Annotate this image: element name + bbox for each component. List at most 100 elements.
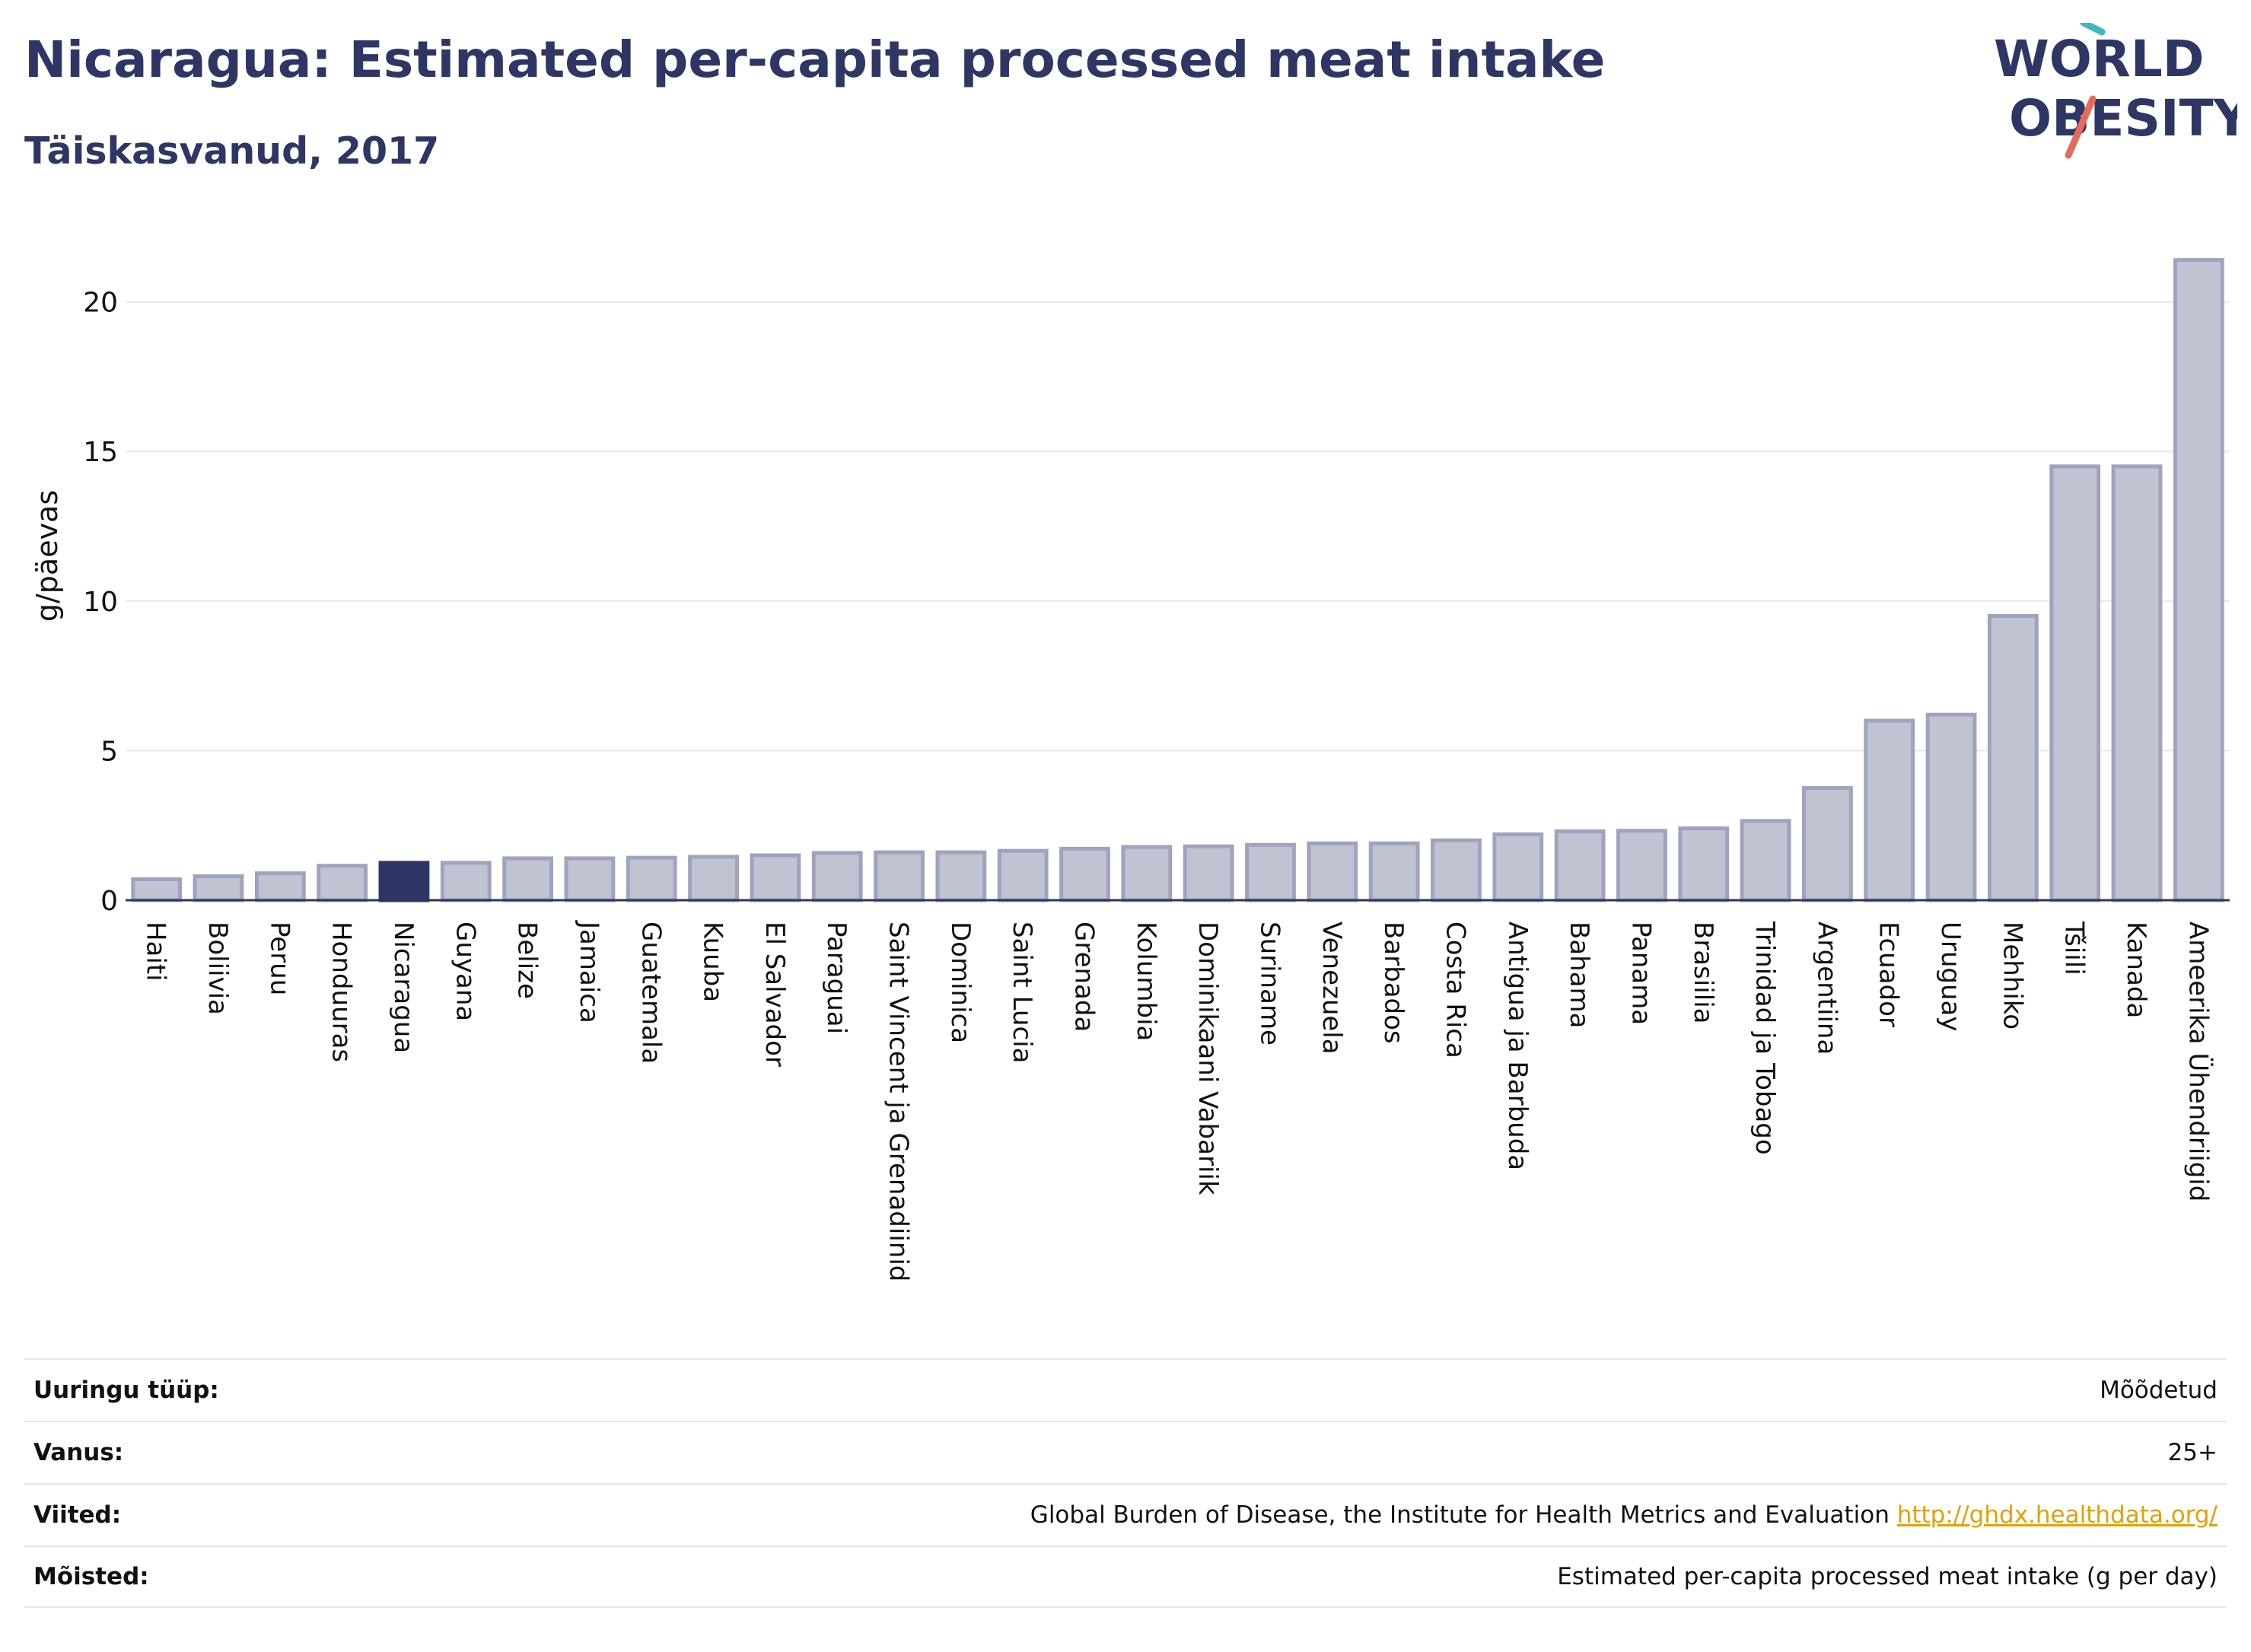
info-key: Vanus:: [33, 1439, 124, 1466]
bar-saint-vincent-ja-grenadiinid: [874, 850, 925, 902]
y-tick-label: 10: [83, 587, 118, 618]
bar-panama: [1616, 829, 1667, 902]
y-axis-ticks: 0 5 10 15 20: [83, 288, 118, 917]
bars: [131, 258, 2224, 902]
x-tick-label: Bahama: [1564, 921, 1594, 1029]
y-tick-label: 0: [100, 886, 118, 917]
x-tick-label: Panama: [1625, 921, 1656, 1025]
info-value: Estimated per-capita processed meat inta…: [1557, 1563, 2218, 1590]
logo-line1: WORLD: [1994, 30, 2205, 88]
x-axis-labels: Haiti Boliivia Peruu Honduuras Nicaragua Guya…: [141, 920, 2214, 1281]
bar-belize: [502, 856, 554, 902]
bar-t-iili: [2049, 464, 2101, 902]
bar-grenada: [1059, 846, 1110, 902]
bar-brasiilia: [1678, 826, 1730, 902]
bar-dominica: [935, 850, 987, 902]
x-tick-label: Costa Rica: [1440, 921, 1470, 1058]
bar-boliivia: [193, 874, 244, 902]
bar-paraguai: [811, 851, 863, 902]
x-tick-label: Uruguay: [1935, 921, 1966, 1032]
x-tick-label: Dominikaani Vabariik: [1192, 921, 1223, 1195]
x-tick-label: Ameerika Ühendriigid: [2183, 921, 2214, 1202]
info-row: Vanus: 25+: [24, 1421, 2227, 1483]
bar-venezuela: [1307, 841, 1358, 902]
info-row: Mõisted: Estimated per-capita processed m…: [24, 1545, 2227, 1608]
world-obesity-logo: WORLD OBESITY: [1994, 23, 2237, 159]
info-row: Uuringu tüüp: Mõõdetud: [24, 1358, 2227, 1421]
x-tick-label: Venezuela: [1317, 921, 1347, 1055]
grid-lines: [126, 301, 2230, 752]
bar-honduuras: [317, 864, 368, 902]
bar-suriname: [1245, 842, 1296, 902]
bar-ecuador: [1864, 718, 1915, 902]
reference-link[interactable]: http://ghdx.healthdata.org/: [1896, 1501, 2218, 1529]
x-tick-label: El Salvador: [759, 921, 790, 1067]
x-tick-label: Jamaica: [574, 920, 604, 1023]
x-tick-label: Paraguai: [821, 921, 852, 1034]
x-tick-label: Saint Vincent ja Grenadiinid: [884, 921, 914, 1281]
bar-bahama: [1554, 829, 1606, 902]
bar-jamaica: [564, 856, 616, 902]
x-tick-label: Guyana: [450, 921, 480, 1021]
x-tick-label: Suriname: [1254, 921, 1285, 1046]
bar-uruguay: [1925, 712, 1977, 902]
x-tick-label: Guatemala: [635, 921, 666, 1064]
x-tick-label: Argentiina: [1811, 921, 1842, 1055]
bar-argentiina: [1801, 786, 1853, 902]
y-tick-label: 5: [100, 736, 118, 767]
bar-dominikaani-vabariik: [1183, 844, 1234, 902]
x-tick-label: Barbados: [1378, 921, 1409, 1044]
y-tick-label: 20: [83, 288, 118, 319]
bar-el-salvador: [750, 853, 801, 902]
bar-kuuba: [688, 855, 739, 902]
info-value: Global Burden of Disease, the Institute …: [1030, 1501, 2218, 1529]
bar-kolumbia: [1121, 845, 1173, 902]
bar-barbados: [1368, 841, 1420, 902]
info-key: Mõisted:: [33, 1563, 149, 1590]
bar-antigua-ja-barbuda: [1492, 832, 1544, 902]
bar-nicaragua: [378, 861, 430, 902]
info-table: Uuringu tüüp: Mõõdetud Vanus: 25+ Viited: Glo…: [24, 1358, 2227, 1608]
bar-chart: 0 5 10 15 20 Haiti Boliivia Peruu Honduuras Nica…: [30, 258, 2230, 1281]
info-value: Mõõdetud: [2100, 1377, 2218, 1404]
x-tick-label: Belize: [512, 921, 543, 999]
info-key: Uuringu tüüp:: [33, 1377, 219, 1404]
y-axis-label: g/päevas: [30, 490, 64, 622]
bar-trinidad-ja-tobago: [1740, 819, 1791, 902]
x-tick-label: Peruu: [264, 921, 295, 995]
bar-mehhiko: [1987, 613, 2039, 902]
bar-ameerika-hendriigid: [2173, 258, 2224, 902]
bar-peruu: [254, 871, 306, 902]
bar-saint-lucia: [997, 848, 1049, 902]
bar-guatemala: [626, 855, 677, 902]
x-tick-label: Mehhiko: [1997, 921, 2027, 1030]
info-value: 25+: [2167, 1439, 2218, 1466]
x-tick-label: Kanada: [2121, 921, 2151, 1018]
chart-title: Nicaragua: Estimated per-capita processe…: [24, 30, 1606, 89]
info-key: Viited:: [33, 1501, 122, 1529]
y-tick-label: 15: [83, 437, 118, 468]
x-tick-label: Honduuras: [326, 921, 357, 1062]
x-tick-label: Antigua ja Barbuda: [1502, 921, 1533, 1170]
bar-haiti: [131, 877, 183, 902]
bar-kanada: [2111, 464, 2163, 902]
x-tick-label: Kolumbia: [1131, 921, 1161, 1041]
x-tick-label: Trinidad ja Tobago: [1750, 921, 1780, 1155]
logo-slash-bottom: [2065, 95, 2097, 159]
x-tick-label: Haiti: [141, 921, 171, 982]
x-tick-label: Boliivia: [202, 921, 233, 1015]
chart-subtitle: Täiskasvanud, 2017: [24, 129, 440, 173]
logo-line2: OBESITY: [2009, 89, 2237, 148]
info-row: Viited: Global Burden of Disease, the Ins…: [24, 1483, 2227, 1545]
bar-costa-rica: [1431, 838, 1482, 902]
x-tick-label: Kuuba: [698, 921, 728, 1002]
x-tick-label: Brasiilia: [1688, 921, 1718, 1023]
x-tick-label: Saint Lucia: [1007, 921, 1037, 1063]
bar-guyana: [440, 861, 492, 902]
x-tick-label: Grenada: [1069, 921, 1100, 1032]
logo-slash-top: [2080, 23, 2106, 36]
x-tick-label: Ecuador: [1874, 921, 1904, 1027]
x-tick-label: Nicaragua: [388, 921, 419, 1053]
x-tick-label: Tšiili: [2059, 921, 2090, 976]
x-tick-label: Dominica: [945, 921, 976, 1043]
